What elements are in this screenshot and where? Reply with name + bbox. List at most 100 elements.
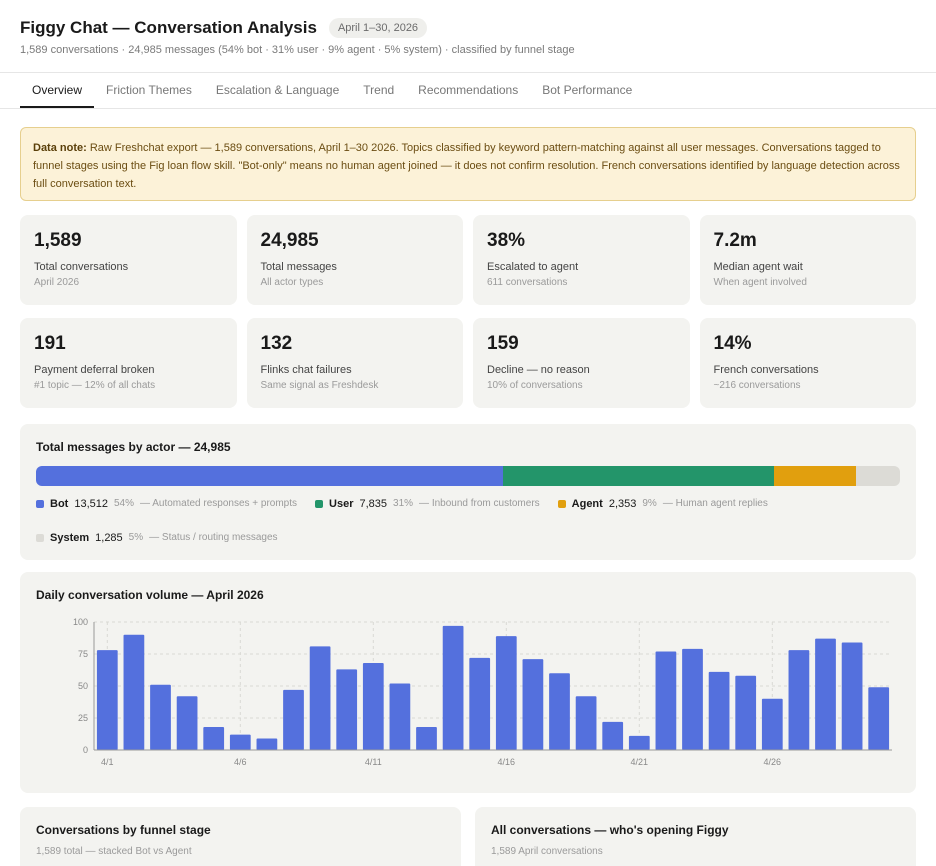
data-note-text: Raw Freshchat export — 1,589 conversatio… — [33, 142, 900, 190]
legend-count: 2,353 — [608, 497, 637, 510]
stat-sub: April 2026 — [34, 277, 80, 288]
daily-bar — [575, 696, 597, 750]
daily-bar — [256, 738, 278, 750]
stat-value: 24,985 — [260, 230, 319, 251]
x-tick-label: 4/11 — [365, 757, 382, 767]
legend-count: 1,285 — [95, 531, 123, 544]
stat-card-total-messages: 24,985 Total messages All actor types — [246, 215, 463, 305]
openers-title: All conversations — who's opening Figgy — [491, 823, 729, 837]
legend-pct: 31% — [393, 498, 414, 509]
funnel-stage-sub: 1,589 total — stacked Bot vs Agent — [36, 846, 192, 857]
legend-item-agent: Agent 2,353 9% — Human agent replies — [557, 495, 768, 512]
legend-item-system: System 1,285 5% — Status / routing messa… — [36, 529, 278, 546]
tab-trend[interactable]: Trend — [363, 83, 395, 97]
x-tick-label: 4/21 — [631, 757, 649, 767]
stat-sub: #1 topic — 12% of all chats — [34, 380, 156, 391]
stat-card-agent-wait: 7.2m Median agent wait When agent involv… — [699, 215, 916, 305]
data-note: Data note: Raw Freshchat export — 1,589 … — [20, 127, 916, 201]
stat-label: Median agent wait — [713, 261, 803, 273]
stat-value: 38% — [487, 230, 526, 251]
daily-bar — [602, 721, 624, 750]
daily-bar — [868, 687, 890, 750]
stat-card-payment-deferral: 191 Payment deferral broken #1 topic — 1… — [20, 318, 237, 408]
y-tick-label: 50 — [78, 681, 88, 691]
daily-bar — [815, 638, 836, 750]
stat-label: Total conversations — [34, 261, 129, 273]
tab-recommendations[interactable]: Recommendations — [418, 83, 519, 97]
stat-value: 132 — [260, 333, 293, 354]
daily-bar — [522, 659, 544, 750]
stats-row-1: 1,589 Total conversations April 2026 24,… — [20, 215, 916, 305]
funnel-stage-card: Conversations by funnel stage 1,589 tota… — [20, 807, 461, 866]
legend-item-bot: Bot 13,512 54% — Automated responses + p… — [36, 495, 297, 512]
daily-bar — [495, 636, 517, 750]
daily-bar — [336, 669, 358, 750]
stat-label: Total messages — [260, 261, 337, 273]
daily-bar — [628, 735, 650, 750]
daily-bar — [549, 673, 570, 750]
actor-bar-segment-bot — [36, 466, 504, 486]
daily-volume-chart: 0 25 50 75 100 4/1 4/6 4/11 4/16 4/21 4/26 — [73, 617, 892, 767]
stat-label: Flinks chat failures — [260, 364, 352, 376]
y-tick-label: 75 — [78, 649, 88, 659]
daily-chart-title: Daily conversation volume — April 2026 — [36, 588, 264, 602]
stat-value: 14% — [713, 333, 752, 354]
stat-sub: 611 conversations — [487, 277, 568, 288]
daily-volume-panel: Daily conversation volume — April 2026 0… — [20, 572, 916, 793]
tab-bot-performance[interactable]: Bot Performance — [542, 83, 633, 97]
legend-desc: — Human agent replies — [662, 498, 768, 509]
tab-friction-themes[interactable]: Friction Themes — [106, 83, 192, 97]
stat-sub: ~216 conversations — [713, 380, 801, 391]
legend-pct: 9% — [642, 498, 657, 509]
stat-card-decline-no-reason: 159 Decline — no reason 10% of conversat… — [473, 318, 690, 408]
legend-desc: — Inbound from customers — [419, 498, 540, 509]
legend-pct: 54% — [113, 498, 134, 509]
daily-bar — [788, 650, 810, 750]
daily-bar — [123, 634, 145, 750]
daily-bar — [203, 726, 225, 750]
stat-card-french-conversations: 14% French conversations ~216 conversati… — [699, 318, 916, 408]
y-tick-label: 0 — [83, 745, 88, 755]
actor-bar-segment-agent — [774, 466, 856, 486]
daily-bar — [655, 651, 677, 750]
daily-bar — [708, 671, 730, 750]
daily-bar — [283, 689, 304, 750]
actor-legend: Bot 13,512 54% — Automated responses + p… — [36, 495, 900, 563]
legend-swatch — [36, 533, 44, 542]
daily-bar — [416, 726, 437, 750]
stats-row-2: 191 Payment deferral broken #1 topic — 1… — [20, 318, 916, 408]
legend-name: User — [329, 497, 354, 510]
stat-label: Decline — no reason — [487, 364, 590, 376]
legend-desc: — Status / routing messages — [149, 532, 278, 543]
daily-bar — [735, 675, 757, 750]
legend-name: System — [50, 531, 90, 544]
daily-bar — [442, 625, 464, 750]
actor-bar-segment-user — [503, 466, 775, 486]
daily-bar — [682, 648, 703, 750]
page-title: Figgy Chat — Conversation Analysis — [20, 18, 317, 37]
tab-escalation-language[interactable]: Escalation & Language — [215, 83, 340, 97]
daily-bar — [229, 734, 251, 750]
data-note-label: Data note: — [33, 142, 87, 154]
y-tick-label: 25 — [78, 713, 88, 723]
stat-sub: All actor types — [260, 277, 324, 288]
daily-bar — [150, 684, 171, 750]
stat-value: 159 — [487, 333, 519, 354]
stat-value: 7.2m — [713, 230, 757, 251]
daily-bar — [761, 698, 783, 750]
stat-sub: 10% of conversations — [487, 380, 583, 391]
actor-messages-panel: Total messages by actor — 24,985 Bot 13,… — [20, 424, 916, 560]
date-range-badge: April 1–30, 2026 — [328, 18, 428, 38]
x-tick-label: 4/1 — [101, 757, 114, 767]
openers-sub: 1,589 April conversations — [491, 846, 603, 857]
funnel-stage-title: Conversations by funnel stage — [36, 823, 211, 837]
daily-bar — [469, 657, 491, 750]
tab-overview[interactable]: Overview — [20, 73, 95, 108]
stat-sub: When agent involved — [713, 277, 807, 288]
actor-stacked-bar — [36, 466, 900, 486]
legend-desc: — Automated responses + prompts — [140, 498, 298, 509]
legend-swatch — [36, 499, 44, 508]
legend-swatch — [315, 499, 324, 508]
stat-card-escalated: 38% Escalated to agent 611 conversations — [473, 215, 690, 305]
stat-sub: Same signal as Freshdesk — [260, 380, 379, 391]
